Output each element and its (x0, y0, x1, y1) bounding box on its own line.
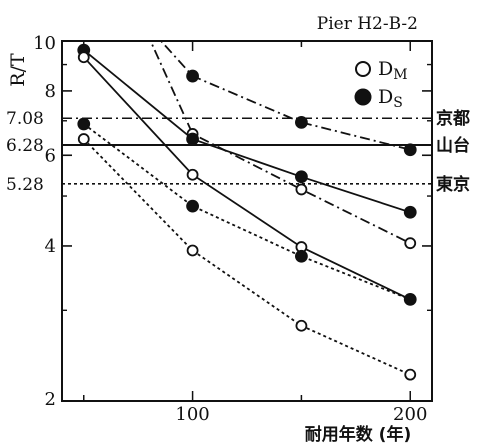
x-axis-ticks: 100 200 (83, 41, 427, 425)
series-line (83, 49, 411, 214)
reference-value-label: 7.08 (6, 109, 44, 129)
data-point (295, 319, 308, 332)
data-point (77, 51, 90, 64)
legend-label: DS (378, 86, 403, 111)
chart-title: Pier H2-B-2 (317, 14, 418, 34)
series-lines (83, 41, 411, 376)
legend-label: DM (378, 58, 408, 83)
y-axis-label: R/T (7, 53, 29, 87)
series-markers (77, 43, 417, 381)
data-point (295, 115, 308, 129)
data-point (186, 132, 199, 146)
y-tick-label: 6 (45, 145, 56, 166)
legend-label-sub: M (393, 67, 407, 83)
data-point (404, 237, 417, 250)
data-point (404, 368, 417, 381)
data-point (77, 133, 90, 145)
series-line (149, 41, 411, 245)
series-line (83, 138, 411, 376)
y-tick-label: 2 (45, 389, 56, 410)
y-tick-label: 10 (33, 33, 56, 54)
data-point (186, 168, 199, 181)
data-point (295, 170, 308, 184)
reference-city-label: 山台 (436, 135, 470, 156)
legend-label-main: D (378, 86, 393, 108)
legend-label-sub: S (393, 95, 403, 111)
series-line (83, 56, 411, 301)
y-tick-label: 4 (45, 236, 56, 257)
reference-lines (62, 117, 432, 185)
legend-marker (355, 61, 371, 77)
reference-value-labels: 7.08 6.28 5.28 (6, 109, 44, 195)
data-point (77, 117, 91, 131)
legend-label-main: D (378, 58, 393, 80)
reference-city-label: 京都 (436, 108, 470, 129)
reference-city-label: 東京 (436, 174, 470, 195)
plot-frame (61, 40, 433, 402)
data-point (186, 244, 199, 257)
data-point (186, 199, 199, 213)
data-point (186, 69, 199, 83)
series-line (83, 123, 411, 301)
x-tick-label: 100 (175, 404, 209, 425)
data-point (403, 143, 417, 157)
y-tick-label: 8 (45, 81, 56, 102)
reference-value-label: 6.28 (6, 136, 44, 156)
x-axis-label: 耐用年数 (年) (305, 424, 411, 445)
data-point (403, 205, 417, 219)
reference-value-label: 5.28 (6, 175, 44, 195)
y-axis-ticks: 10 8 6 4 2 (33, 33, 432, 410)
data-point (403, 292, 417, 306)
data-point (295, 183, 308, 196)
series-line (159, 41, 411, 151)
x-tick-label: 200 (393, 404, 427, 425)
legend-marker (354, 88, 372, 106)
data-point (295, 249, 308, 263)
